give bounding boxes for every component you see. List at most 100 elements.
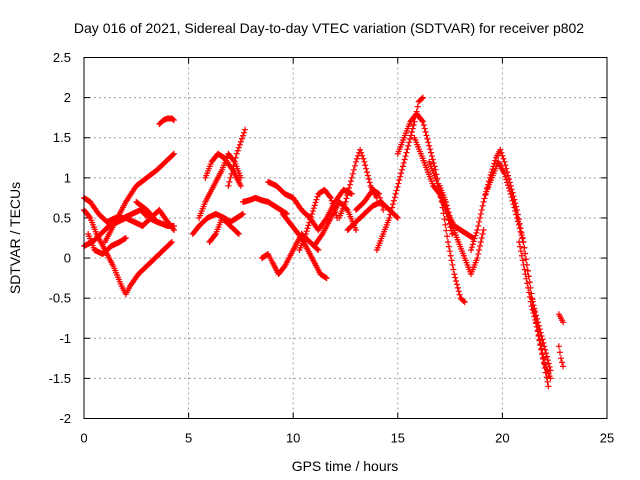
- data-point: [449, 261, 456, 268]
- data-point: [508, 194, 515, 201]
- data-point: [469, 241, 476, 248]
- data-point: [305, 222, 312, 229]
- data-point: [515, 221, 522, 228]
- data-point: [525, 289, 532, 296]
- data-point: [560, 363, 567, 370]
- data-point: [351, 162, 358, 169]
- data-point: [327, 194, 334, 201]
- data-point: [507, 190, 514, 197]
- data-point: [122, 235, 129, 241]
- data-point: [449, 230, 456, 237]
- y-tick-label: -2: [59, 411, 71, 426]
- data-point: [480, 226, 487, 233]
- data-point: [432, 174, 439, 181]
- data-point: [528, 295, 535, 302]
- data-point: [445, 239, 452, 246]
- data-point: [343, 195, 350, 202]
- series-track-15: [265, 178, 355, 233]
- data-point: [309, 208, 316, 215]
- data-point: [309, 210, 316, 217]
- data-point: [516, 239, 523, 246]
- data-point: [232, 154, 239, 161]
- data-point: [401, 156, 408, 163]
- data-point: [168, 239, 175, 246]
- data-point: [318, 232, 325, 239]
- data-point: [170, 117, 177, 124]
- data-point: [477, 210, 484, 217]
- data-point: [231, 158, 238, 165]
- data-point: [402, 153, 409, 160]
- series-track-7: [156, 115, 177, 128]
- chart-title: Day 016 of 2021, Sidereal Day-to-day VTE…: [74, 20, 584, 36]
- data-point: [347, 178, 354, 185]
- data-point: [476, 247, 483, 254]
- data-point: [533, 312, 540, 319]
- data-point: [481, 195, 488, 202]
- data-point: [239, 132, 246, 139]
- data-point: [446, 212, 453, 219]
- data-point: [432, 166, 439, 173]
- data-point: [461, 299, 468, 306]
- series-track-22: [373, 94, 426, 254]
- data-point: [498, 149, 505, 156]
- data-point: [460, 298, 467, 305]
- data-point: [443, 227, 450, 234]
- data-point: [406, 139, 413, 146]
- data-point: [506, 188, 513, 195]
- data-point: [456, 291, 463, 298]
- data-point: [421, 125, 428, 132]
- y-tick-label: 1: [64, 170, 71, 185]
- data-point: [345, 188, 352, 195]
- data-point: [502, 162, 509, 169]
- data-point: [446, 248, 453, 255]
- data-point: [233, 150, 240, 157]
- data-point: [474, 255, 481, 262]
- data-point: [326, 193, 333, 200]
- data-point: [524, 267, 531, 274]
- x-tick-labels: 0 5 10 15 20 25: [80, 431, 614, 446]
- data-point: [329, 200, 336, 207]
- data-point: [236, 141, 243, 148]
- data-point: [238, 135, 245, 142]
- data-point: [536, 326, 543, 333]
- data-point: [535, 322, 542, 329]
- data-point: [520, 261, 527, 268]
- data-point: [407, 132, 414, 139]
- data-point: [513, 211, 520, 218]
- x-tick-label: 15: [391, 431, 405, 446]
- series-track-10: [206, 214, 242, 246]
- data-point: [366, 179, 373, 186]
- data-point: [395, 180, 402, 187]
- data-point: [534, 319, 541, 326]
- x-tick-label: 0: [80, 431, 87, 446]
- data-point: [315, 247, 322, 254]
- data-point: [391, 194, 398, 201]
- data-point: [237, 182, 244, 189]
- data-point: [237, 138, 244, 145]
- data-point: [514, 218, 521, 225]
- y-axis-label: SDTVAR / TECUs: [7, 182, 23, 294]
- data-point: [235, 230, 242, 237]
- data-point: [170, 150, 177, 157]
- data-point: [170, 222, 177, 229]
- data-point: [512, 208, 519, 215]
- data-point: [510, 201, 517, 208]
- data-point: [537, 341, 544, 348]
- data-point: [237, 174, 244, 181]
- data-point: [476, 243, 483, 250]
- series-track-23: [394, 110, 468, 306]
- data-point: [388, 208, 395, 215]
- x-axis-label: GPS time / hours: [292, 458, 399, 474]
- data-point: [504, 179, 511, 186]
- data-point: [352, 226, 359, 233]
- data-point: [302, 230, 309, 237]
- data-point: [468, 244, 475, 251]
- data-point: [501, 158, 508, 165]
- data-point: [501, 170, 508, 177]
- data-point: [543, 374, 550, 381]
- data-point: [544, 378, 551, 385]
- data-point: [442, 198, 449, 205]
- data-point: [470, 238, 477, 245]
- plot-frame: [83, 57, 608, 419]
- data-point: [357, 146, 364, 153]
